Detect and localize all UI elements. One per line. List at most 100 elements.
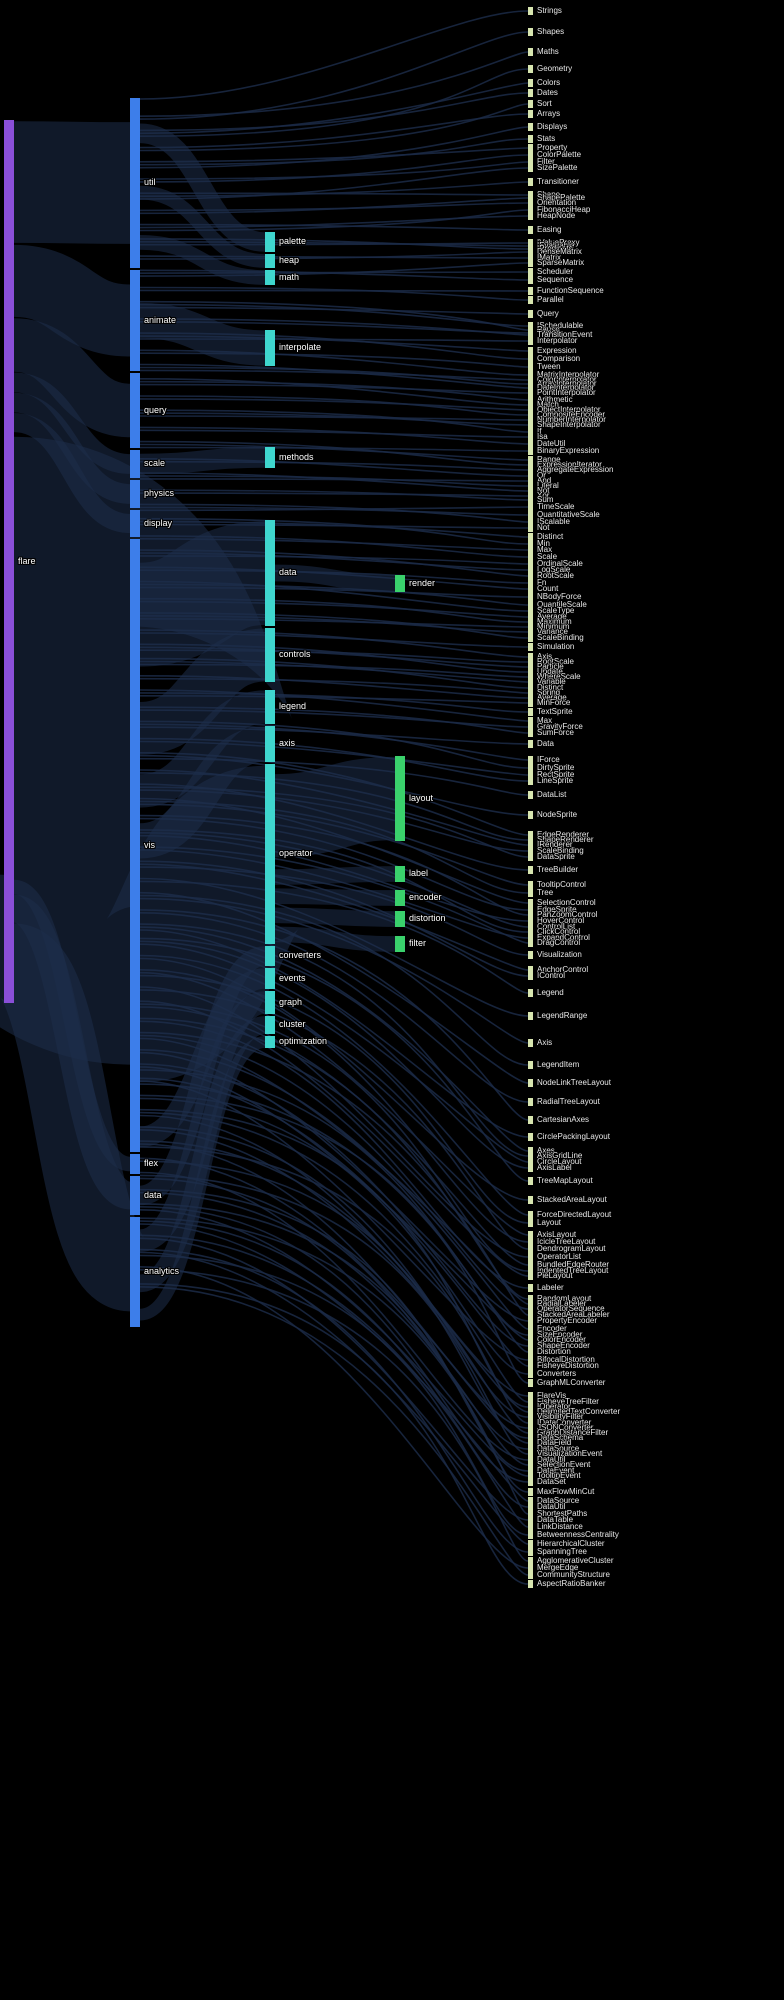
sankey-link[interactable] — [274, 756, 396, 858]
leaf-node-tick[interactable] — [528, 917, 533, 925]
leaf-node-tick[interactable] — [528, 384, 533, 392]
leaf-node-tick[interactable] — [528, 421, 533, 429]
leaf-node-tick[interactable] — [528, 613, 533, 621]
leaf-node-tick[interactable] — [528, 1300, 533, 1308]
sankey-node-heap[interactable] — [265, 254, 275, 268]
leaf-node-tick[interactable] — [528, 1336, 533, 1344]
leaf-node-tick[interactable] — [528, 144, 533, 152]
leaf-node-tick[interactable] — [528, 1571, 533, 1579]
leaf-node-tick[interactable] — [528, 928, 533, 936]
leaf-node-tick[interactable] — [528, 1211, 533, 1219]
leaf-node-tick[interactable] — [528, 401, 533, 409]
leaf-node-tick[interactable] — [528, 1284, 533, 1292]
leaf-node-tick[interactable] — [528, 331, 533, 339]
leaf-node-tick[interactable] — [528, 1392, 533, 1400]
sankey-link[interactable] — [11, 318, 133, 438]
sankey-link[interactable] — [274, 926, 396, 952]
leaf-node-tick[interactable] — [528, 1261, 533, 1269]
leaf-node-tick[interactable] — [528, 546, 533, 554]
leaf-node-tick[interactable] — [528, 178, 533, 186]
leaf-node-tick[interactable] — [528, 1503, 533, 1511]
leaf-node-tick[interactable] — [528, 1079, 533, 1087]
leaf-node-tick[interactable] — [528, 110, 533, 118]
leaf-node-tick[interactable] — [528, 135, 533, 143]
leaf-node-tick[interactable] — [528, 482, 533, 490]
sankey-link[interactable] — [139, 447, 266, 475]
sankey-node-data2[interactable] — [265, 520, 275, 626]
leaf-node-tick[interactable] — [528, 881, 533, 889]
sankey-node-optimization[interactable] — [265, 1036, 275, 1048]
sankey-link[interactable] — [138, 690, 267, 808]
leaf-node-tick[interactable] — [528, 1478, 533, 1486]
leaf-node-tick[interactable] — [528, 1325, 533, 1333]
leaf-node-tick[interactable] — [528, 553, 533, 561]
leaf-node-tick[interactable] — [528, 906, 533, 914]
leaf-node-tick[interactable] — [528, 643, 533, 651]
leaf-node-tick[interactable] — [528, 363, 533, 371]
leaf-node-tick[interactable] — [528, 1467, 533, 1475]
leaf-node-tick[interactable] — [528, 1342, 533, 1350]
leaf-node-tick[interactable] — [528, 663, 533, 671]
leaf-node-tick[interactable] — [528, 428, 533, 436]
leaf-node-tick[interactable] — [528, 771, 533, 779]
leaf-node-tick[interactable] — [528, 65, 533, 73]
leaf-node-tick[interactable] — [528, 276, 533, 284]
leaf-node-tick[interactable] — [528, 1456, 533, 1464]
sankey-link[interactable] — [139, 234, 266, 285]
sankey-node-animate[interactable] — [130, 270, 140, 371]
sankey-node-encoder[interactable] — [395, 890, 405, 906]
leaf-node-tick[interactable] — [528, 1231, 533, 1239]
leaf-node-tick[interactable] — [528, 1497, 533, 1505]
sankey-node-physics[interactable] — [130, 480, 140, 508]
sankey-link[interactable] — [139, 302, 266, 366]
leaf-node-tick[interactable] — [528, 1419, 533, 1427]
leaf-node-tick[interactable] — [528, 923, 533, 931]
leaf-node-tick[interactable] — [528, 248, 533, 256]
sankey-link[interactable] — [137, 521, 268, 667]
leaf-node-tick[interactable] — [528, 1548, 533, 1556]
leaf-node-tick[interactable] — [528, 151, 533, 159]
leaf-node-tick[interactable] — [528, 729, 533, 737]
leaf-node-tick[interactable] — [528, 268, 533, 276]
sankey-node-operator[interactable] — [265, 764, 275, 944]
leaf-node-tick[interactable] — [528, 1439, 533, 1447]
leaf-node-tick[interactable] — [528, 206, 533, 214]
leaf-node-tick[interactable] — [528, 1379, 533, 1387]
leaf-node-tick[interactable] — [528, 593, 533, 601]
leaf-node-tick[interactable] — [528, 1158, 533, 1166]
leaf-node-tick[interactable] — [528, 371, 533, 379]
leaf-node-tick[interactable] — [528, 1356, 533, 1364]
leaf-node-tick[interactable] — [528, 934, 533, 942]
leaf-node-tick[interactable] — [528, 89, 533, 97]
leaf-node-tick[interactable] — [528, 717, 533, 725]
leaf-node-tick[interactable] — [528, 1152, 533, 1160]
leaf-node-tick[interactable] — [528, 472, 533, 480]
leaf-node-tick[interactable] — [528, 1305, 533, 1313]
leaf-node-tick[interactable] — [528, 607, 533, 615]
leaf-node-tick[interactable] — [528, 673, 533, 681]
leaf-node-tick[interactable] — [528, 951, 533, 959]
leaf-node-tick[interactable] — [528, 699, 533, 707]
leaf-node-tick[interactable] — [528, 1133, 533, 1141]
leaf-node-tick[interactable] — [528, 972, 533, 980]
leaf-node-tick[interactable] — [528, 123, 533, 131]
sankey-link[interactable] — [274, 564, 396, 592]
leaf-node-tick[interactable] — [528, 623, 533, 631]
leaf-node-tick[interactable] — [528, 477, 533, 485]
leaf-node-tick[interactable] — [528, 396, 533, 404]
leaf-node-tick[interactable] — [528, 1540, 533, 1548]
leaf-node-tick[interactable] — [528, 989, 533, 997]
leaf-node-tick[interactable] — [528, 1424, 533, 1432]
leaf-node-tick[interactable] — [528, 1413, 533, 1421]
leaf-node-tick[interactable] — [528, 668, 533, 676]
sankey-link[interactable] — [13, 121, 131, 244]
sankey-node-scale[interactable] — [130, 450, 140, 478]
leaf-node-tick[interactable] — [528, 456, 533, 464]
leaf-node-tick[interactable] — [528, 831, 533, 839]
sankey-node-data[interactable] — [130, 1176, 140, 1215]
leaf-node-tick[interactable] — [528, 28, 533, 36]
leaf-node-tick[interactable] — [528, 847, 533, 855]
leaf-node-tick[interactable] — [528, 866, 533, 874]
leaf-node-tick[interactable] — [528, 1238, 533, 1246]
leaf-node-tick[interactable] — [528, 723, 533, 731]
